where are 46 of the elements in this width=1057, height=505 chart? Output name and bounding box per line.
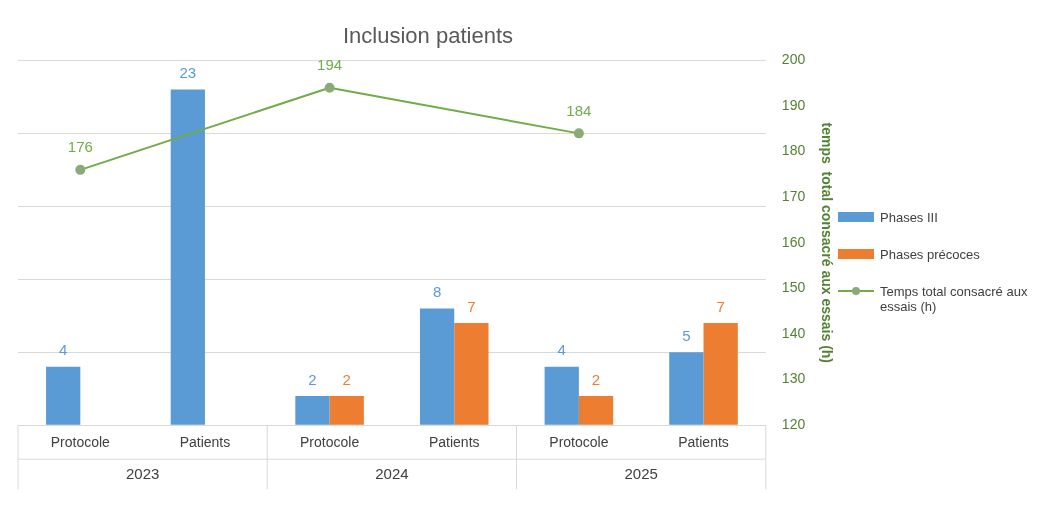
- bar: [454, 323, 489, 425]
- x-tick-label: Patients: [428, 434, 480, 451]
- x-tick-label: Protocole: [50, 434, 111, 451]
- bar: [46, 366, 81, 425]
- bar: [703, 323, 738, 425]
- y2-tick-label: 120: [781, 416, 806, 433]
- data-label: 2: [308, 370, 317, 388]
- data-label: 184: [566, 102, 592, 119]
- data-label: 5: [682, 326, 691, 344]
- data-label: 2: [591, 370, 601, 388]
- x-tick-label: Patients: [678, 434, 729, 451]
- y2-tick-label: 160: [781, 233, 806, 250]
- data-label: 2: [342, 370, 351, 388]
- chart-title: Inclusion patients: [343, 23, 513, 49]
- bar: [419, 308, 455, 425]
- bar: [578, 396, 614, 425]
- y2-tick-label: 150: [781, 279, 806, 296]
- y2-tick-label: 170: [781, 188, 806, 205]
- bar: [170, 89, 205, 425]
- legend-label: Phases III: [880, 210, 939, 225]
- y2-tick-label: 200: [781, 51, 806, 68]
- text: 2025: [624, 465, 658, 483]
- data-label: 4: [557, 341, 566, 359]
- data-label: 7: [716, 297, 725, 315]
- y2-tick-label: 180: [781, 142, 806, 159]
- data-label: 176: [67, 138, 93, 156]
- data-label: 194: [317, 56, 343, 74]
- y2-tick-label: 130: [781, 370, 806, 387]
- bar: [544, 366, 579, 425]
- text: 2023: [125, 465, 160, 483]
- y2-axis-title: temps total consacré aux essais (h): [818, 122, 835, 364]
- data-label: 8: [432, 283, 442, 301]
- y2-tick-label: 190: [781, 96, 806, 113]
- x-tick-label: Protocole: [549, 434, 609, 451]
- data-label: 7: [467, 297, 476, 315]
- legend-label: Phases précoces: [880, 247, 981, 262]
- x-tick-label: Protocole: [300, 434, 360, 451]
- bar: [295, 396, 330, 425]
- data-label: 4: [59, 341, 68, 359]
- y2-tick-label: 140: [781, 324, 806, 341]
- bar: [669, 352, 704, 425]
- bar: [329, 396, 364, 425]
- x-tick-label: Patients: [179, 434, 231, 451]
- legend-label: Temps total consacré aux essais (h): [880, 284, 1029, 314]
- data-label: 23: [179, 64, 197, 82]
- text: 2024: [375, 465, 409, 483]
